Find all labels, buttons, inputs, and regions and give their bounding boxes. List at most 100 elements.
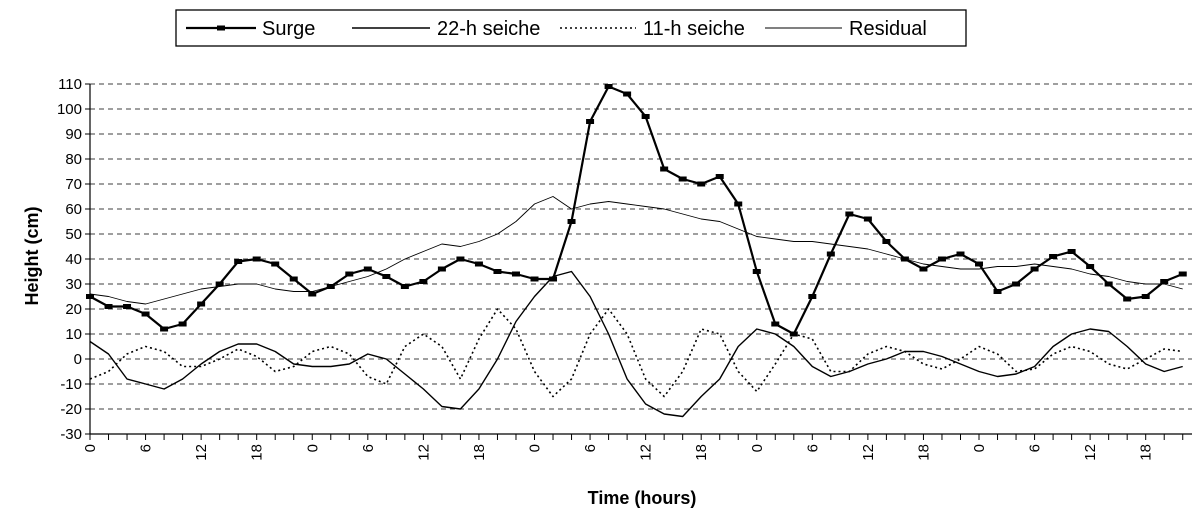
x-tick-label: 0 xyxy=(304,444,321,452)
y-tick-label: 30 xyxy=(65,276,82,293)
surge-marker xyxy=(549,276,558,282)
surge-marker xyxy=(1104,281,1113,287)
surge-marker xyxy=(271,261,280,267)
y-axis-ticks: -30 -20 -10 0 10 20 30 40 50 60 70 80 90 100 110 xyxy=(57,76,90,443)
x-tick-label: 6 xyxy=(804,444,821,452)
x-tick-label: 0 xyxy=(971,444,988,452)
surge-marker xyxy=(511,271,520,277)
surge-marker xyxy=(493,269,502,274)
y-tick-label: 20 xyxy=(65,301,82,318)
y-tick-label: -10 xyxy=(60,376,82,393)
legend-item-surge: Surge xyxy=(186,18,315,40)
legend-label-11h: 11-h seiche xyxy=(643,18,745,40)
y-tick-label: -30 xyxy=(60,426,82,443)
x-tick-label: 6 xyxy=(582,444,599,452)
surge-marker xyxy=(141,311,150,317)
surge-marker xyxy=(1160,279,1169,284)
surge-marker xyxy=(919,266,928,272)
surge-marker xyxy=(1086,264,1095,269)
x-tick-label: 18 xyxy=(915,444,932,461)
surge-marker xyxy=(1123,296,1132,302)
legend-item-22h: 22-h seiche xyxy=(352,18,540,40)
y-tick-label: 110 xyxy=(58,76,82,93)
y-tick-label: 70 xyxy=(65,176,82,193)
x-tick-label: 6 xyxy=(1027,444,1044,452)
surge-marker xyxy=(678,176,687,182)
surge-marker xyxy=(456,256,465,262)
legend-item-residual: Residual xyxy=(765,18,927,40)
surge-marker xyxy=(123,304,132,309)
legend-label-22h: 22-h seiche xyxy=(437,18,540,40)
surge-marker xyxy=(586,119,595,124)
surge-marker xyxy=(641,114,650,119)
series-line-22-h-seiche xyxy=(89,270,1183,418)
series-line-surge xyxy=(89,85,1184,336)
surge-marker xyxy=(160,326,169,332)
y-tick-label: 10 xyxy=(65,326,82,343)
x-tick-label: 18 xyxy=(1138,444,1155,461)
surge-marker xyxy=(826,251,835,257)
surge-marker xyxy=(308,291,317,297)
x-tick-label: 0 xyxy=(749,444,766,452)
surge-marker xyxy=(623,91,632,97)
x-tick-label: 0 xyxy=(527,444,544,452)
legend: Surge 22-h seiche 11-h seiche Residual xyxy=(175,9,967,47)
x-tick-label: 12 xyxy=(1082,444,1099,461)
legend-label-surge: Surge xyxy=(262,18,315,40)
surge-marker xyxy=(345,271,354,277)
x-tick-label: 6 xyxy=(360,444,377,452)
x-axis-ticks: 0 6 12 18 0 6 12 18 0 6 12 18 0 6 12 18 0 6 12 18 xyxy=(82,434,1184,461)
x-tick-label: 12 xyxy=(638,444,655,461)
surge-marker xyxy=(419,279,428,284)
series-line-11-h-seiche xyxy=(89,308,1183,398)
surge-marker xyxy=(697,181,706,187)
x-tick-label: 18 xyxy=(471,444,488,461)
surge-marker xyxy=(937,256,946,262)
surge-marker xyxy=(234,259,243,264)
surge-marker xyxy=(660,166,669,172)
surge-marker xyxy=(326,284,335,289)
surge-marker xyxy=(900,256,909,262)
surge-marker xyxy=(252,256,261,262)
y-tick-label: 60 xyxy=(65,201,82,218)
surge-marker xyxy=(289,276,298,282)
x-tick-label: 18 xyxy=(693,444,710,461)
surge-marker xyxy=(604,84,613,89)
surge-marker xyxy=(363,266,372,272)
surge-marker xyxy=(1049,254,1058,259)
surge-marker xyxy=(1178,271,1187,277)
surge-marker xyxy=(956,251,965,257)
surge-marker xyxy=(1067,249,1076,254)
surge-marker xyxy=(845,211,854,217)
surge-marker xyxy=(808,294,817,299)
surge-marker xyxy=(771,321,780,327)
y-tick-label: 100 xyxy=(57,101,82,118)
y-tick-label: 40 xyxy=(65,251,82,268)
surge-marker xyxy=(715,174,724,179)
y-tick-label: -20 xyxy=(60,401,82,418)
x-tick-label: 12 xyxy=(415,444,432,461)
surge-marker xyxy=(215,281,224,287)
x-tick-label: 18 xyxy=(249,444,266,461)
x-axis-title: Time (hours) xyxy=(588,488,697,508)
y-tick-label: 80 xyxy=(65,151,82,168)
surge-marker xyxy=(1030,266,1039,272)
surge-marker xyxy=(400,284,409,289)
gridlines xyxy=(90,83,1192,410)
surge-marker xyxy=(752,269,761,274)
y-tick-label: 0 xyxy=(74,351,82,368)
x-tick-label: 6 xyxy=(138,444,155,452)
surge-marker xyxy=(975,261,984,267)
y-axis-title: Height (cm) xyxy=(22,206,42,305)
surge-marker xyxy=(882,239,891,244)
surge-marker xyxy=(567,219,576,224)
surge-marker xyxy=(1012,281,1021,287)
x-tick-label: 12 xyxy=(193,444,210,461)
surge-marker xyxy=(993,289,1002,294)
y-tick-label: 50 xyxy=(65,226,82,243)
surge-marker xyxy=(474,261,483,267)
surge-marker xyxy=(382,274,391,279)
series-layer xyxy=(86,84,1187,418)
surge-marker xyxy=(530,276,539,282)
